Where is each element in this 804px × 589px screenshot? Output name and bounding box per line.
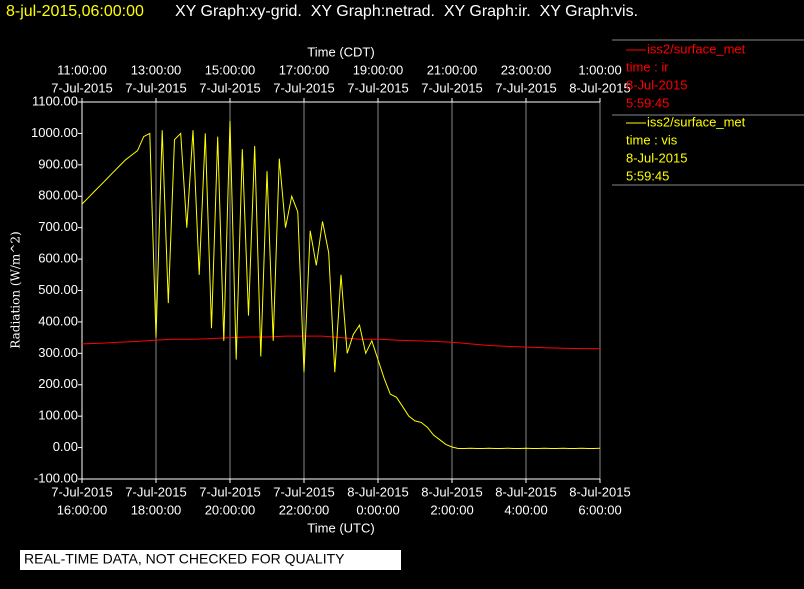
legend-date: 8-Jul-2015 <box>626 77 687 92</box>
legend-date: 8-Jul-2015 <box>626 150 687 165</box>
legend-time: 5:59:45 <box>626 168 669 183</box>
x2-tick-label: 7-Jul-2015 <box>51 80 112 95</box>
x2-tick-label: 1:00:00 <box>578 62 621 77</box>
x2-tick-label: 7-Jul-2015 <box>347 80 408 95</box>
x2-tick-label: 11:00:00 <box>57 62 107 77</box>
series-line <box>81 120 601 449</box>
y-tick-label: -100.00 <box>34 470 78 485</box>
x-tick-label: 4:00:00 <box>504 502 547 517</box>
y-tick-label: 400.00 <box>38 313 78 328</box>
x2-tick-label: 7-Jul-2015 <box>421 80 482 95</box>
y-tick-label: 1100.00 <box>32 93 78 108</box>
x2-tick-label: 7-Jul-2015 <box>273 80 334 95</box>
note-box <box>20 550 401 570</box>
x-tick-label: 7-Jul-2015 <box>125 484 186 499</box>
x-tick-label: 0:00:00 <box>356 502 399 517</box>
y-tick-label: 0.00 <box>53 439 78 454</box>
x2-tick-label: 8-Jul-2015 <box>569 80 630 95</box>
x-tick-label: 22:00:00 <box>279 502 330 517</box>
y-tick-label: 900.00 <box>38 156 78 171</box>
x2-tick-label: 17:00:00 <box>279 62 330 77</box>
x2-tick-label: 7-Jul-2015 <box>125 80 186 95</box>
x2-tick-label: 15:00:00 <box>205 62 256 77</box>
legend-label: time : ir <box>626 59 669 74</box>
x-tick-label: 2:00:00 <box>430 502 473 517</box>
y-axis-title: Radiation (W/m^2) <box>9 231 23 348</box>
x2-axis-title: Time (CDT) <box>307 44 374 59</box>
x-tick-label: 7-Jul-2015 <box>199 484 260 499</box>
x-tick-label: 8-Jul-2015 <box>495 484 556 499</box>
x2-tick-label: 7-Jul-2015 <box>495 80 556 95</box>
legend-label: time : vis <box>626 132 678 147</box>
x2-tick-label: 19:00:00 <box>353 62 404 77</box>
x-tick-label: 7-Jul-2015 <box>51 484 112 499</box>
x-tick-label: 20:00:00 <box>205 502 256 517</box>
y-tick-label: 200.00 <box>38 376 78 391</box>
x-tick-label: 7-Jul-2015 <box>273 484 334 499</box>
x2-tick-label: 7-Jul-2015 <box>199 80 260 95</box>
x-tick-label: 8-Jul-2015 <box>569 484 630 499</box>
x-tick-label: 16:00:00 <box>57 502 108 517</box>
series-line <box>81 335 600 350</box>
x-tick-label: 18:00:00 <box>131 502 182 517</box>
y-tick-label: 700.00 <box>38 219 78 234</box>
legend-name: iss2/surface_met <box>647 114 746 129</box>
y-tick-label: 600.00 <box>38 251 78 266</box>
x2-tick-label: 13:00:00 <box>131 62 182 77</box>
x-tick-label: 8-Jul-2015 <box>421 484 482 499</box>
y-tick-label: 500.00 <box>38 282 78 297</box>
y-tick-label: 100.00 <box>38 408 78 423</box>
x2-tick-label: 23:00:00 <box>501 62 552 77</box>
x-axis-title: Time (UTC) <box>307 520 374 535</box>
y-tick-label: 1000.00 <box>31 125 78 140</box>
x-tick-label: 6:00:00 <box>578 502 621 517</box>
y-tick-label: 800.00 <box>38 188 78 203</box>
y-tick-label: 300.00 <box>38 345 78 360</box>
note: REAL-TIME DATA, NOT CHECKED FOR QUALITY <box>24 551 345 567</box>
legend-name: iss2/surface_met <box>647 41 746 56</box>
x2-tick-label: 21:00:00 <box>427 62 478 77</box>
legend-time: 5:59:45 <box>626 95 669 110</box>
x-tick-label: 8-Jul-2015 <box>347 484 408 499</box>
title-time: 8-jul-2015,06:00:00 <box>6 3 144 20</box>
chart-title: XY Graph:xy-grid. XY Graph:netrad. XY Gr… <box>175 3 638 20</box>
